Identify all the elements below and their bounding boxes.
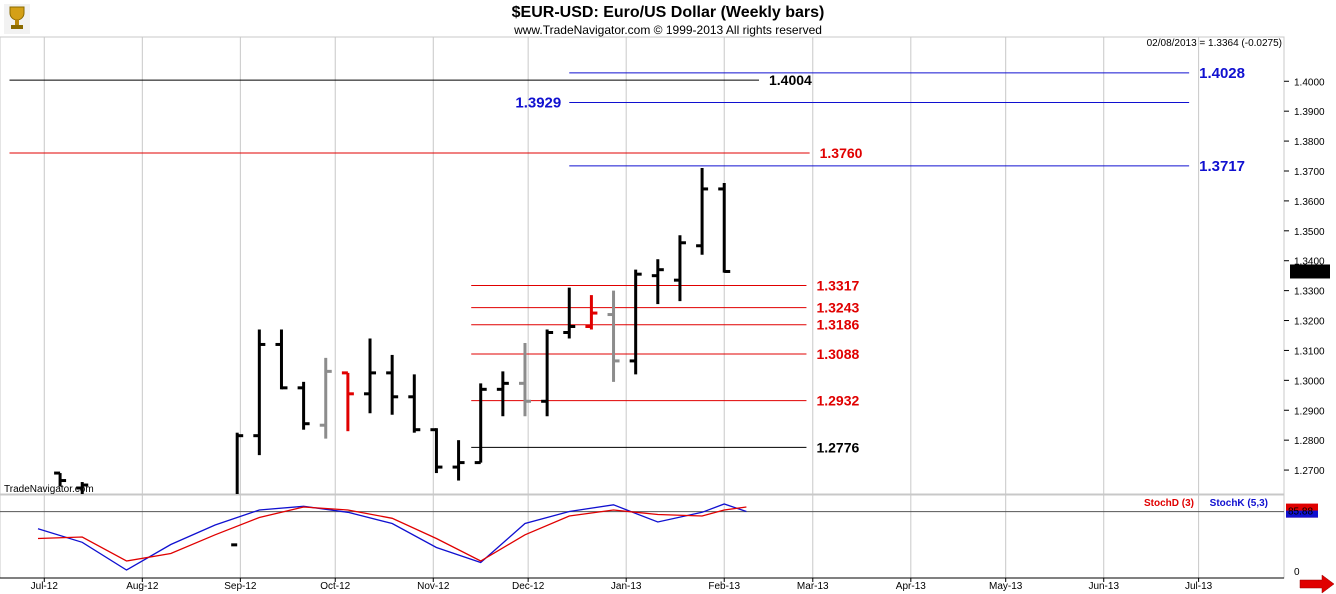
level-label: 1.3088: [816, 346, 859, 362]
ohlc-bar: [297, 381, 310, 430]
ohlc-bar: [496, 371, 509, 417]
level-label: 1.3717: [1199, 158, 1245, 175]
ohlc-bar: [341, 371, 354, 432]
chart-title: $EUR-USD: Euro/US Dollar (Weekly bars): [512, 4, 825, 21]
ohlc-bar: [563, 287, 576, 339]
y-tick-label: 1.3200: [1294, 317, 1325, 328]
x-tick-label: Mar-13: [797, 581, 829, 592]
ohlc-bar: [718, 182, 731, 273]
y-tick-label: 1.2900: [1294, 406, 1325, 417]
level-label: 1.3186: [816, 317, 859, 333]
ohlc-bar: [408, 374, 421, 433]
stoch-axis: 85.88 0: [1286, 503, 1318, 578]
stoch-panel: [0, 494, 1285, 579]
stoch-lines: [0, 503, 1284, 571]
level-label: 1.3243: [816, 300, 859, 316]
stoch-series-d: [37, 506, 747, 562]
level-label: 1.2932: [816, 393, 859, 409]
ohlc-bar: [253, 329, 266, 456]
price-bars: [54, 167, 731, 547]
watermark: TradeNavigator.com: [4, 484, 94, 495]
ohlc-bar: [541, 329, 554, 417]
ohlc-bar: [673, 235, 686, 302]
x-tick-label: Nov-12: [417, 581, 450, 592]
ohlc-bar: [474, 383, 487, 465]
legend-stochd: StochD (3): [1144, 498, 1194, 509]
y-tick-label: 1.2700: [1294, 466, 1325, 477]
last-price-tag: [1290, 264, 1330, 279]
x-tick-label: Jul-12: [31, 581, 59, 592]
stoch-series-k: [37, 503, 747, 571]
logo: [4, 4, 30, 34]
ohlc-bar: [629, 269, 642, 375]
y-tick-label: 1.3800: [1294, 137, 1325, 148]
ohlc-bar: [430, 428, 443, 474]
x-tick-label: Jan-13: [611, 581, 642, 592]
level-label: 1.4028: [1199, 65, 1245, 82]
level-label: 1.2776: [816, 439, 859, 455]
x-tick-label: Aug-12: [126, 581, 159, 592]
y-tick-label: 1.3300: [1294, 287, 1325, 298]
y-tick-label: 1.3900: [1294, 107, 1325, 118]
trophy-icon: [9, 6, 25, 21]
ohlc-bar: [518, 342, 531, 417]
ohlc-bar: [319, 357, 332, 439]
ohlc-bar: [231, 432, 244, 547]
ohlc-bar: [585, 295, 598, 330]
x-tick-label: Dec-12: [512, 581, 545, 592]
chart-subtitle: www.TradeNavigator.com © 1999-2013 All r…: [513, 23, 822, 37]
x-tick-label: Sep-12: [224, 581, 257, 592]
level-label: 1.4004: [769, 72, 812, 88]
x-axis: Jul-12 Aug-12 Sep-12 Oct-12 Nov-12 Dec-12 Jan-…: [0, 577, 1284, 592]
x-tick-label: Apr-13: [896, 581, 926, 592]
ohlc-bar: [364, 338, 377, 414]
ohlc-bar: [386, 354, 399, 415]
ohlc-bar: [696, 167, 709, 255]
ohlc-bar: [76, 482, 89, 494]
y-tick-label: 1.2800: [1294, 436, 1325, 447]
price-panel: [0, 36, 1285, 495]
arrow-right-icon[interactable]: [1299, 574, 1335, 594]
y-tick-label: 1.3600: [1294, 197, 1325, 208]
y-tick-label: 1.3700: [1294, 167, 1325, 178]
price-grid: [43, 37, 1200, 578]
price-axis: 1.2700 1.2800 1.2900 1.3000 1.3100 1.3200 1.33…: [1284, 77, 1330, 477]
level-label: 1.3317: [816, 278, 859, 294]
y-tick-label: 1.4000: [1294, 77, 1325, 88]
level-label: 1.3929: [515, 94, 561, 111]
x-tick-label: May-13: [989, 581, 1023, 592]
price-levels: 1.4028 1.4004 1.3929 1.3760 1.3717 1.3317 1.32…: [9, 65, 1245, 455]
x-tick-label: Jul-13: [1185, 581, 1213, 592]
ohlc-bar: [452, 440, 465, 481]
x-tick-label: Feb-13: [708, 581, 740, 592]
x-tick-label: Oct-12: [320, 581, 350, 592]
ohlc-bar: [54, 471, 67, 487]
y-tick-label: 1.3000: [1294, 376, 1325, 387]
stoch-y-tick: 0: [1294, 567, 1300, 578]
x-tick-label: Jun-13: [1088, 581, 1119, 592]
last-readout: 02/08/2013 = 1.3364 (-0.0275): [1147, 38, 1282, 49]
legend-stochk: StochK (5,3): [1210, 498, 1268, 509]
y-tick-label: 1.3100: [1294, 346, 1325, 357]
last-price-label: 1.3364: [1292, 267, 1323, 278]
ohlc-bar: [651, 259, 664, 305]
stoch-value-label: 85.88: [1288, 507, 1313, 518]
ohlc-bar: [275, 329, 288, 390]
ohlc-bar: [607, 290, 620, 382]
y-tick-label: 1.3500: [1294, 227, 1325, 238]
level-label: 1.3760: [820, 145, 863, 161]
y-tick-label: 1.3400: [1294, 257, 1325, 268]
